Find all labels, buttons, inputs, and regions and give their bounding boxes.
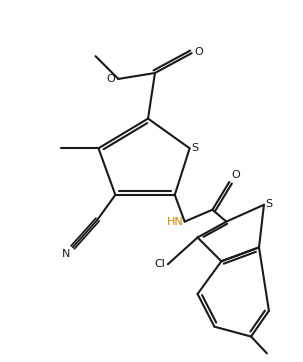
Text: HN: HN [167, 216, 184, 227]
Text: N: N [62, 249, 70, 259]
Text: Cl: Cl [154, 259, 165, 269]
Text: O: O [195, 47, 203, 57]
Text: S: S [191, 143, 198, 153]
Text: S: S [265, 199, 272, 209]
Text: O: O [231, 170, 240, 180]
Text: O: O [107, 74, 115, 84]
